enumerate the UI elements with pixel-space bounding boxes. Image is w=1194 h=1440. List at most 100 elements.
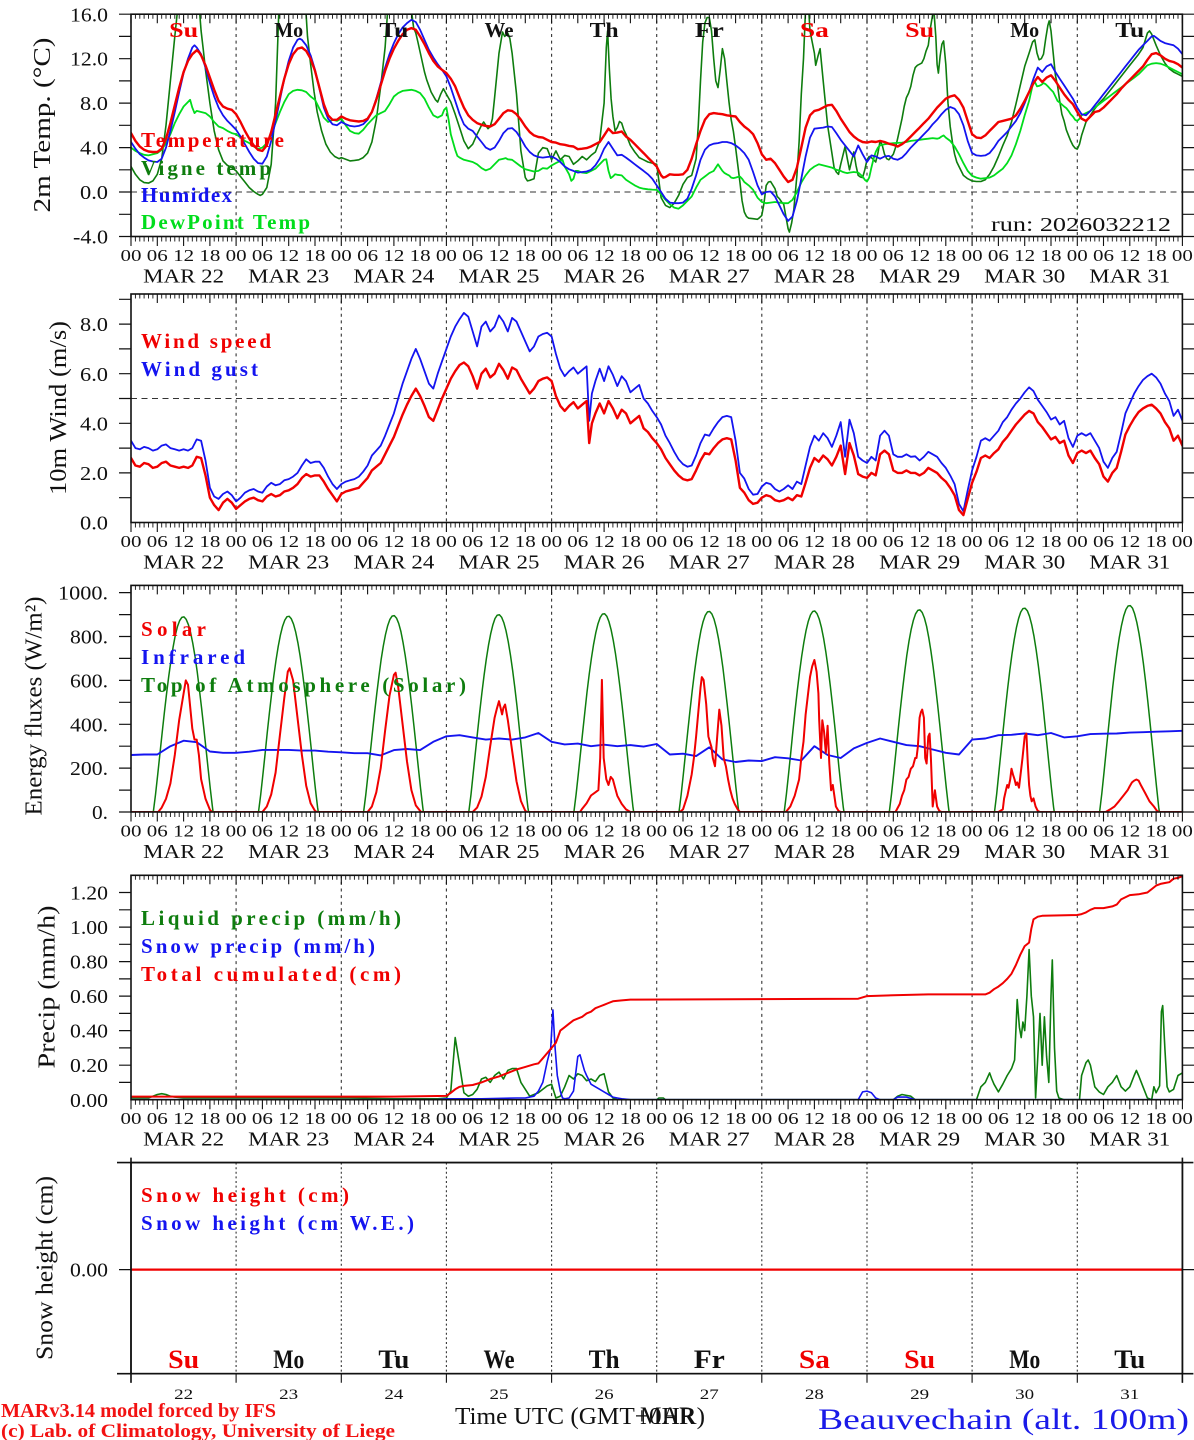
svg-text:12: 12 [173,822,194,841]
svg-text:30: 30 [1015,1387,1034,1403]
svg-text:06: 06 [988,822,1009,841]
svg-text:18: 18 [620,822,641,841]
svg-text:MAR 25: MAR 25 [459,1129,540,1151]
svg-text:Tu: Tu [1114,1345,1145,1374]
svg-text:We: We [484,1345,515,1374]
svg-text:16.0: 16.0 [70,4,108,26]
svg-text:06: 06 [252,1109,273,1128]
svg-text:MAR: MAR [640,1403,695,1430]
svg-text:18: 18 [1146,822,1167,841]
svg-text:MAR 29: MAR 29 [879,552,960,574]
svg-text:MAR 23: MAR 23 [248,266,329,288]
svg-text:06: 06 [567,1109,588,1128]
svg-text:Energy fluxes (W/m²): Energy fluxes (W/m²) [21,597,48,816]
svg-text:00: 00 [436,246,457,265]
svg-text:00: 00 [857,822,878,841]
svg-text:Solar: Solar [141,617,206,641]
svg-text:MAR 31: MAR 31 [1089,266,1170,288]
svg-text:22: 22 [174,1387,193,1403]
svg-text:1000.: 1000. [58,583,108,605]
svg-text:12: 12 [489,246,510,265]
svg-text:Tu: Tu [1115,18,1144,42]
svg-text:00: 00 [1067,532,1088,551]
svg-text:18: 18 [515,1109,536,1128]
svg-text:Su: Su [904,1345,935,1374]
svg-text:Humidex: Humidex [141,183,233,207]
svg-text:06: 06 [988,246,1009,265]
svg-text:00: 00 [646,1109,667,1128]
svg-text:18: 18 [935,532,956,551]
svg-text:00: 00 [857,1109,878,1128]
svg-text:4.0: 4.0 [80,138,108,160]
svg-text:06: 06 [252,532,273,551]
svg-text:00: 00 [226,822,247,841]
svg-text:06: 06 [147,822,168,841]
svg-text:23: 23 [279,1387,298,1403]
svg-text:MAR 30: MAR 30 [984,841,1065,863]
svg-text:06: 06 [1093,1109,1114,1128]
svg-text:12: 12 [909,1109,930,1128]
svg-text:12: 12 [278,822,299,841]
svg-text:00: 00 [331,1109,352,1128]
svg-text:800.: 800. [70,627,108,649]
svg-text:MAR 28: MAR 28 [774,552,855,574]
svg-text:00: 00 [1172,532,1193,551]
svg-text:MAR 22: MAR 22 [143,266,224,288]
svg-text:Fr: Fr [695,18,724,42]
svg-text:200.: 200. [70,758,108,780]
svg-text:MAR 24: MAR 24 [353,552,434,574]
svg-text:Sa: Sa [800,18,830,42]
svg-text:24: 24 [384,1387,404,1403]
svg-text:06: 06 [147,246,168,265]
svg-text:06: 06 [883,1109,904,1128]
svg-text:MAR 28: MAR 28 [774,841,855,863]
svg-text:00: 00 [226,532,247,551]
svg-text:18: 18 [830,822,851,841]
svg-text:MAR 22: MAR 22 [143,1129,224,1151]
svg-text:18: 18 [1041,1109,1062,1128]
svg-text:MAR 25: MAR 25 [459,552,540,574]
svg-text:12: 12 [1014,822,1035,841]
svg-text:06: 06 [252,822,273,841]
svg-text:06: 06 [778,246,799,265]
svg-text:18: 18 [725,822,746,841]
svg-text:06: 06 [357,1109,378,1128]
svg-text:12: 12 [699,532,720,551]
svg-text:06: 06 [778,822,799,841]
svg-text:Wind gust: Wind gust [141,357,258,381]
svg-text:MAR 31: MAR 31 [1089,1129,1170,1151]
svg-text:MAR 30: MAR 30 [984,1129,1065,1151]
svg-text:06: 06 [1093,246,1114,265]
svg-text:12: 12 [594,532,615,551]
svg-text:1.20: 1.20 [70,883,108,905]
svg-text:Tu: Tu [378,1345,409,1374]
svg-text:00: 00 [121,822,142,841]
svg-text:00: 00 [1067,822,1088,841]
svg-text:18: 18 [935,822,956,841]
svg-text:06: 06 [357,822,378,841]
svg-text:Wind speed: Wind speed [141,329,271,353]
svg-text:18: 18 [410,1109,431,1128]
svg-text:00: 00 [751,246,772,265]
svg-text:Th: Th [590,18,619,42]
svg-text:00: 00 [436,532,457,551]
svg-text:00: 00 [331,532,352,551]
svg-text:12: 12 [383,532,404,551]
svg-text:18: 18 [1146,532,1167,551]
svg-text:12: 12 [1119,1109,1140,1128]
svg-text:18: 18 [410,532,431,551]
svg-text:06: 06 [1093,532,1114,551]
svg-text:00: 00 [541,246,562,265]
svg-text:06: 06 [357,246,378,265]
svg-text:18: 18 [410,822,431,841]
svg-text:00: 00 [541,822,562,841]
svg-text:06: 06 [673,532,694,551]
svg-text:18: 18 [199,822,220,841]
svg-text:00: 00 [1172,246,1193,265]
svg-text:2m Temp. (°C): 2m Temp. (°C) [29,38,56,213]
svg-text:18: 18 [305,532,326,551]
svg-text:Top of Atmosphere (Solar): Top of Atmosphere (Solar) [141,673,466,697]
svg-text:0.20: 0.20 [70,1055,108,1077]
svg-text:18: 18 [1041,822,1062,841]
svg-text:12: 12 [278,1109,299,1128]
